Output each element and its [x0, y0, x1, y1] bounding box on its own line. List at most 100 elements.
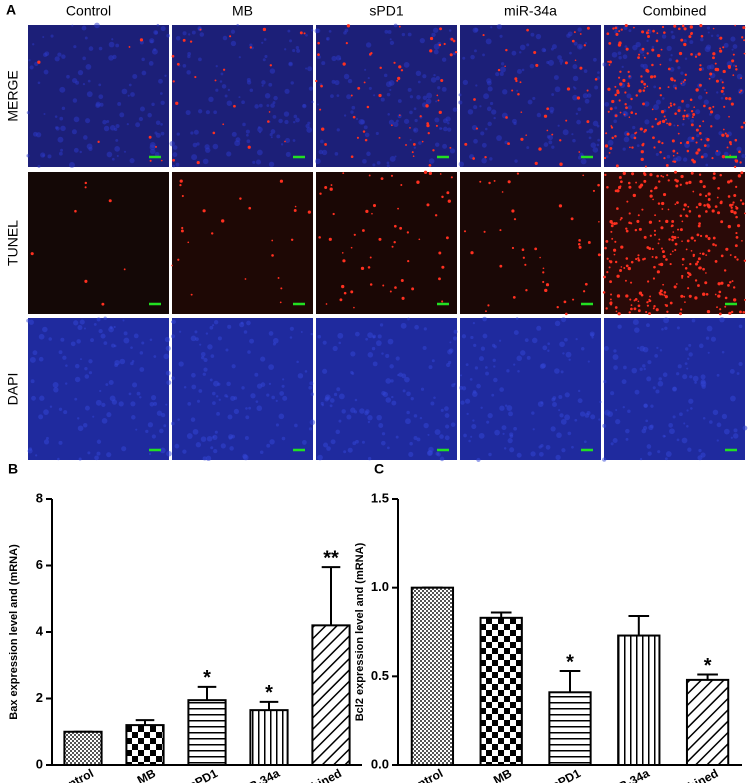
- nucleus: [419, 37, 425, 44]
- nucleus: [54, 115, 58, 118]
- nucleus: [220, 72, 224, 76]
- nucleus: [32, 350, 38, 356]
- nucleus: [103, 316, 107, 320]
- nucleus: [130, 401, 136, 407]
- nucleus: [84, 366, 88, 371]
- nucleus: [590, 414, 596, 420]
- apoptotic-cell: [546, 129, 549, 132]
- nucleus: [472, 27, 479, 33]
- micrograph: [169, 23, 314, 168]
- nucleus: [132, 382, 138, 388]
- apoptotic-cell: [650, 75, 654, 79]
- nucleus: [218, 398, 221, 401]
- apoptotic-cell: [651, 125, 654, 128]
- nucleus: [511, 50, 517, 56]
- apoptotic-cell: [690, 53, 693, 56]
- nucleus: [254, 104, 259, 109]
- nucleus: [682, 157, 688, 162]
- nucleus: [389, 40, 395, 46]
- nucleus: [220, 443, 226, 449]
- nucleus: [680, 71, 684, 75]
- apoptotic-cell: [350, 290, 354, 294]
- micrograph: [314, 23, 458, 168]
- nucleus: [663, 435, 666, 438]
- nucleus: [730, 395, 736, 402]
- apoptotic-cell: [721, 133, 725, 137]
- nucleus: [82, 83, 86, 86]
- nucleus: [182, 449, 187, 454]
- nucleus: [227, 414, 233, 420]
- nucleus: [214, 430, 218, 434]
- nucleus: [119, 358, 126, 365]
- apoptotic-cell: [642, 89, 646, 92]
- apoptotic-cell: [692, 160, 696, 164]
- nucleus: [433, 27, 439, 33]
- nucleus: [311, 29, 314, 32]
- apoptotic-cell: [499, 229, 502, 232]
- nucleus: [471, 423, 477, 430]
- nucleus: [329, 398, 335, 403]
- nucleus: [669, 428, 675, 435]
- apoptotic-cell: [426, 123, 430, 128]
- apoptotic-cell: [661, 208, 664, 210]
- apoptotic-cell: [535, 63, 539, 67]
- apoptotic-cell: [426, 203, 430, 207]
- apoptotic-cell: [672, 149, 676, 153]
- apoptotic-cell: [669, 102, 672, 105]
- apoptotic-cell: [390, 174, 394, 177]
- apoptotic-cell: [189, 40, 193, 43]
- nucleus: [622, 54, 628, 60]
- nucleus: [560, 62, 563, 65]
- apoptotic-cell: [353, 306, 355, 309]
- apoptotic-cell: [681, 24, 685, 28]
- apoptotic-cell: [646, 301, 649, 304]
- apoptotic-cell: [400, 184, 403, 187]
- apoptotic-cell: [372, 203, 377, 208]
- nucleus: [248, 406, 252, 410]
- apoptotic-cell: [674, 178, 678, 182]
- nucleus: [83, 327, 86, 330]
- apoptotic-cell: [423, 170, 428, 174]
- nucleus: [422, 345, 427, 351]
- apoptotic-cell: [620, 266, 623, 268]
- apoptotic-cell: [706, 137, 710, 142]
- nucleus: [427, 449, 433, 456]
- apoptotic-cell: [673, 103, 676, 106]
- nucleus: [128, 83, 132, 87]
- nucleus: [621, 65, 624, 69]
- apoptotic-cell: [616, 91, 619, 94]
- apoptotic-cell: [743, 121, 746, 125]
- nucleus: [646, 323, 650, 328]
- nucleus: [317, 334, 322, 339]
- nucleus: [115, 138, 119, 142]
- apoptotic-cell: [533, 51, 537, 55]
- nucleus: [697, 455, 703, 461]
- nucleus: [689, 375, 693, 379]
- nucleus: [268, 364, 275, 371]
- apoptotic-cell: [634, 298, 638, 301]
- nucleus: [480, 131, 485, 136]
- apoptotic-cell: [711, 157, 714, 160]
- nucleus: [336, 94, 340, 98]
- nucleus: [583, 440, 587, 444]
- nucleus: [84, 405, 90, 411]
- nucleus: [623, 136, 630, 143]
- nucleus: [639, 457, 643, 461]
- nucleus: [503, 447, 507, 450]
- apoptotic-cell: [432, 149, 435, 152]
- nucleus: [722, 92, 726, 96]
- apoptotic-cell: [639, 127, 643, 131]
- apoptotic-cell: [695, 206, 698, 209]
- nucleus: [308, 385, 313, 390]
- nucleus: [211, 391, 216, 396]
- apoptotic-cell: [604, 246, 607, 250]
- nucleus: [269, 68, 276, 74]
- nucleus: [416, 437, 421, 442]
- apoptotic-cell: [662, 192, 667, 197]
- apoptotic-cell: [341, 252, 344, 254]
- nucleus: [169, 140, 175, 147]
- apoptotic-cell: [472, 157, 475, 160]
- apoptotic-cell: [679, 141, 683, 145]
- apoptotic-cell: [427, 132, 430, 135]
- apoptotic-cell: [350, 94, 353, 97]
